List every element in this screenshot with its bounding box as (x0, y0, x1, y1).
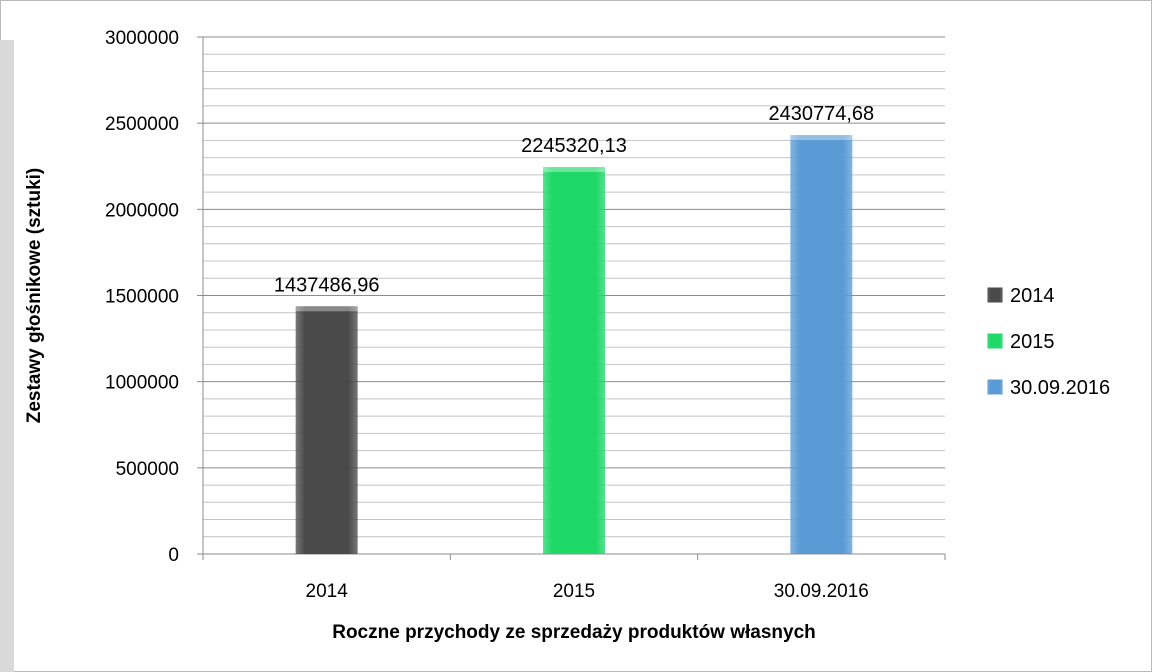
data-label: 2245320,13 (521, 135, 627, 157)
bar-top-bevel (543, 167, 605, 173)
y-tick-label: 500000 (116, 459, 179, 480)
legend-label: 2014 (1010, 285, 1055, 307)
bar-2015 (543, 167, 605, 554)
legend: 2014 2015 30.09.2016 (987, 285, 1110, 399)
legend-swatch (987, 333, 1003, 349)
x-axis: 2014 2015 30.09.2016 (202, 553, 946, 602)
y-axis-title: Zestawy głośnikowe (sztuki) (24, 168, 45, 424)
left-margin-bar (0, 40, 14, 672)
y-tick-label: 3000000 (105, 28, 179, 49)
y-tick-label: 2000000 (105, 200, 179, 221)
bar-2014 (295, 306, 358, 554)
y-axis: 0 500000 1000000 1500000 2000000 2500000 30000… (105, 28, 204, 566)
legend-swatch (987, 379, 1003, 395)
data-labels: 1437486,96 2245320,13 2430774,68 (274, 103, 874, 296)
x-tick-label: 30.09.2016 (774, 581, 869, 602)
x-tick-label: 2014 (306, 581, 349, 602)
y-tick-label: 0 (168, 545, 179, 566)
data-label: 1437486,96 (274, 274, 380, 296)
bar-top-bevel (790, 135, 853, 141)
x-tick-label: 2015 (553, 581, 595, 602)
y-tick-label: 1500000 (105, 287, 179, 308)
bar-30.09.2016 (790, 135, 853, 554)
bar-top-bevel (295, 306, 358, 312)
y-tick-label: 1000000 (105, 373, 179, 394)
x-axis-title: Roczne przychody ze sprzedaży produktów … (332, 622, 816, 643)
legend-label: 2015 (1010, 331, 1055, 353)
legend-swatch (987, 287, 1003, 303)
bars (295, 135, 853, 554)
data-label: 2430774,68 (768, 103, 874, 125)
y-tick-label: 2500000 (105, 114, 179, 135)
legend-label: 30.09.2016 (1010, 377, 1110, 399)
